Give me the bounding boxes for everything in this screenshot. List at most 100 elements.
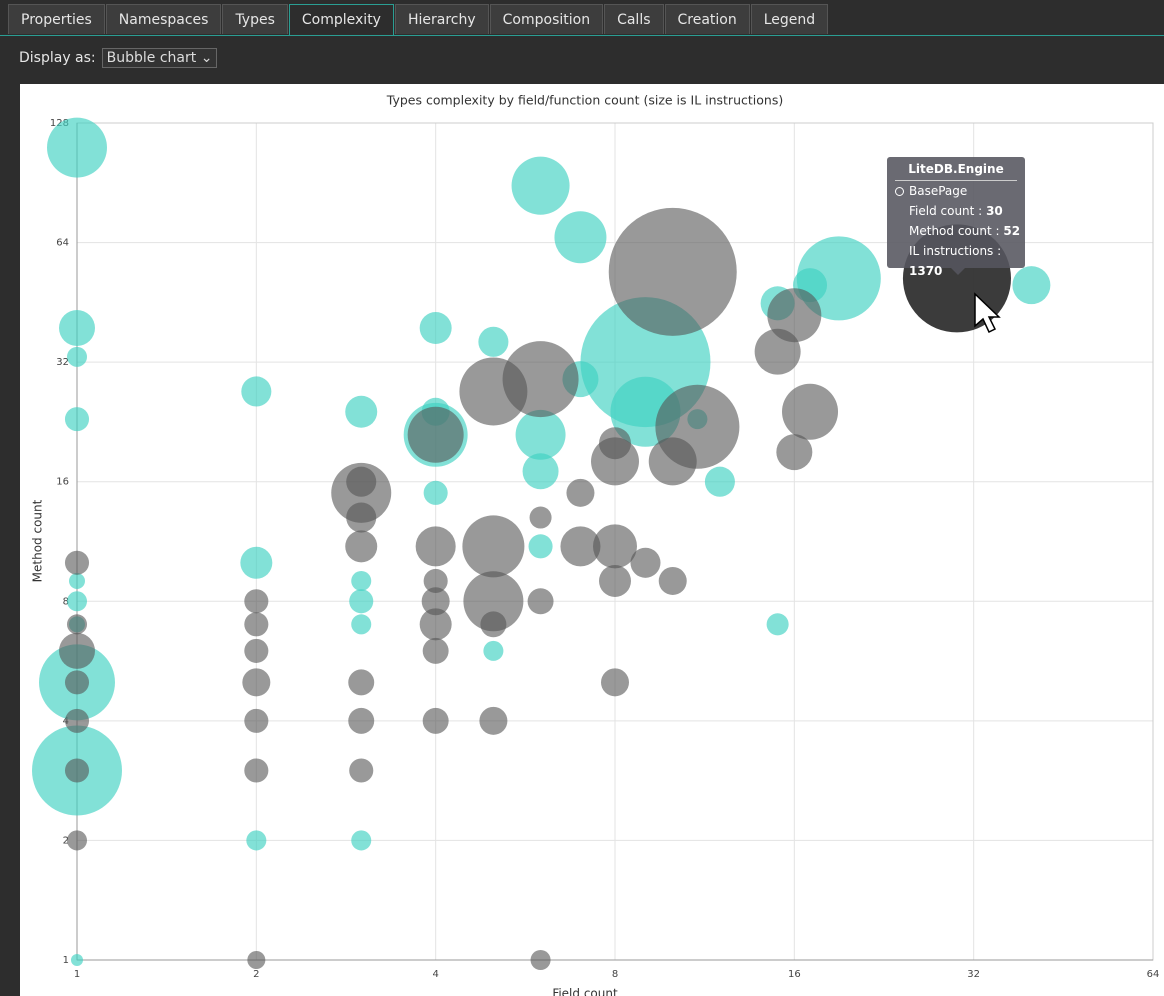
bubble bbox=[478, 326, 509, 357]
display-label: Display as: bbox=[19, 50, 96, 66]
tab[interactable]: Calls bbox=[604, 4, 664, 34]
bubble bbox=[483, 640, 504, 661]
bubble bbox=[70, 953, 84, 967]
bubble bbox=[522, 453, 559, 490]
x-tick-label: 32 bbox=[967, 969, 980, 980]
x-tick-label: 8 bbox=[612, 969, 618, 980]
y-tick-label: 1 bbox=[63, 955, 69, 966]
bubble bbox=[767, 288, 822, 343]
bubble bbox=[348, 707, 375, 734]
bubble bbox=[554, 211, 607, 264]
bubble bbox=[58, 632, 96, 669]
bubble bbox=[64, 758, 90, 783]
bubble bbox=[64, 550, 90, 575]
bubble bbox=[66, 591, 88, 612]
tooltip-lines: Field count : 30 Method count : 52 IL inst… bbox=[887, 201, 1025, 278]
bubble bbox=[244, 589, 269, 614]
tooltip-item-name: BasePage bbox=[909, 184, 968, 198]
bubble bbox=[348, 669, 375, 696]
mouse-cursor bbox=[974, 292, 1001, 334]
bubble bbox=[600, 668, 630, 697]
bubble bbox=[530, 949, 551, 971]
bubble bbox=[244, 638, 269, 663]
x-tick-label: 64 bbox=[1147, 969, 1160, 980]
bubble bbox=[423, 480, 448, 505]
x-axis-title: Field count bbox=[552, 987, 618, 996]
bubble bbox=[64, 670, 90, 695]
bubble bbox=[244, 758, 269, 783]
bubble bbox=[345, 395, 378, 428]
y-tick-label: 32 bbox=[56, 357, 69, 368]
tooltip-title: LiteDB.Engine bbox=[895, 162, 1017, 181]
tooltip-item: BasePage bbox=[895, 181, 1025, 201]
chart-title: Types complexity by field/function count… bbox=[386, 93, 783, 108]
y-tick-label: 2 bbox=[63, 835, 69, 846]
y-tick-label: 8 bbox=[63, 596, 69, 607]
bubble bbox=[66, 346, 88, 367]
bubble bbox=[1012, 266, 1051, 305]
tooltip-label: Method count : bbox=[909, 224, 1000, 238]
x-tick-label: 1 bbox=[74, 969, 80, 980]
bubble bbox=[244, 612, 269, 637]
bubble bbox=[66, 830, 88, 851]
tooltip-value: 30 bbox=[986, 204, 1003, 218]
bubble bbox=[64, 407, 90, 432]
bubble bbox=[69, 572, 85, 589]
bubble bbox=[479, 706, 508, 735]
display-select[interactable]: Bubble chart ⌄ bbox=[101, 48, 218, 68]
tooltip-row: Field count : 30 bbox=[909, 201, 1025, 221]
bubble bbox=[351, 830, 372, 851]
tab[interactable]: Composition bbox=[489, 4, 604, 34]
tooltip-row: Method count : 52 bbox=[909, 221, 1025, 241]
bubble bbox=[351, 570, 372, 591]
bubble bbox=[766, 613, 789, 636]
tab[interactable]: Types bbox=[222, 4, 288, 34]
x-tick-label: 16 bbox=[788, 969, 801, 980]
bubble bbox=[47, 117, 107, 178]
bubble bbox=[776, 434, 813, 471]
bubble bbox=[64, 708, 90, 733]
bubble bbox=[246, 830, 267, 851]
bubble bbox=[423, 568, 448, 594]
bubble bbox=[529, 506, 552, 529]
bubble bbox=[593, 524, 637, 569]
tab-bar: Properties Namespaces Types Complexity Hiera… bbox=[8, 4, 829, 36]
bubble bbox=[511, 156, 570, 215]
tab[interactable]: Hierarchy bbox=[394, 4, 489, 34]
tooltip-row: IL instructions : 1370 bbox=[909, 241, 1025, 278]
tooltip-label: IL instructions : bbox=[909, 244, 1002, 258]
bubble bbox=[419, 312, 452, 345]
bubble bbox=[241, 376, 272, 407]
bubble bbox=[527, 588, 554, 615]
display-value: Bubble chart bbox=[106, 50, 197, 66]
bubble bbox=[242, 668, 271, 697]
tab[interactable]: Properties bbox=[8, 4, 105, 34]
bubble bbox=[566, 478, 595, 507]
bubble bbox=[407, 406, 464, 463]
tab[interactable]: Complexity bbox=[288, 4, 394, 36]
tab[interactable]: Legend bbox=[750, 4, 829, 34]
bubble bbox=[421, 587, 450, 616]
y-axis-title: Method count bbox=[31, 499, 45, 582]
bubble bbox=[66, 614, 88, 635]
bubble bbox=[515, 409, 566, 460]
bubble bbox=[244, 708, 269, 733]
bubble bbox=[608, 207, 737, 336]
bubble bbox=[560, 526, 601, 567]
bubble bbox=[782, 383, 839, 440]
bubble bbox=[655, 384, 740, 469]
tab[interactable]: Namespaces bbox=[105, 4, 222, 34]
bubble bbox=[240, 546, 273, 579]
display-control: Display as: Bubble chart ⌄ bbox=[19, 48, 218, 68]
tab[interactable]: Creation bbox=[664, 4, 750, 34]
bubble bbox=[419, 608, 452, 641]
bubble bbox=[247, 950, 266, 969]
bubble bbox=[415, 526, 456, 567]
tab-underline bbox=[0, 35, 1164, 36]
bubble bbox=[351, 614, 372, 635]
bubble bbox=[630, 547, 661, 578]
bubble bbox=[345, 530, 378, 563]
bubble bbox=[346, 466, 377, 497]
